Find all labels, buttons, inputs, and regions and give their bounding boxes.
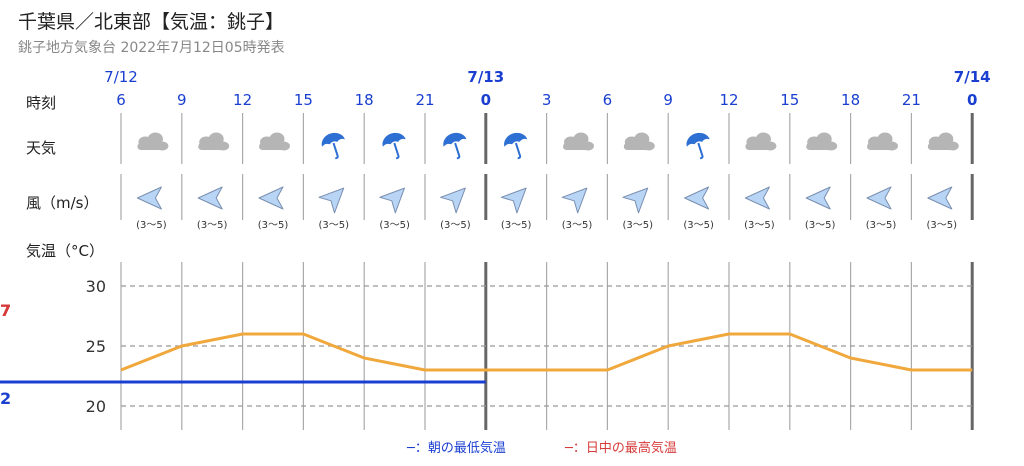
wind-speed-label: (3〜5) [440,220,471,231]
hour-label: 9 [663,91,673,109]
wind-arrow-icon [379,187,405,214]
hour-label: 9 [177,91,187,109]
hour-label: 0 [481,91,491,109]
cloud-icon [745,132,777,151]
wind-arrow-icon [258,186,284,210]
date-label: 7/13 [467,68,504,86]
hour-label: 12 [719,91,738,109]
wind-arrow-icon [318,187,345,214]
legend-min: ─：朝の最低気温 [407,441,506,456]
wind-speed-label: (3〜5) [379,220,410,231]
min-temp-bar-label: 22 [0,389,11,408]
cloud-icon [137,132,169,151]
row-label-time: 時刻 [26,94,57,112]
wind-speed-label: (3〜5) [258,220,289,231]
cloud-icon [623,132,655,151]
cloud-icon [259,132,290,151]
hour-label: 0 [967,91,977,109]
hour-label: 15 [780,91,799,109]
hour-label: 15 [294,91,313,109]
wind-speed-label: (3〜5) [501,220,532,231]
wind-arrow-icon [622,187,649,214]
umbrella-icon [504,132,528,160]
page-subtitle: 銚子地方気象台 2022年7月12日05時発表 [18,40,285,56]
wind-speed-label: (3〜5) [805,220,836,231]
hour-label: 6 [116,91,126,109]
max-temp-bar-label: 27 [0,301,11,320]
y-tick-label: 25 [86,337,106,356]
cloud-icon [867,132,898,151]
row-label-weather: 天気 [26,139,57,157]
wind-arrow-icon [744,186,770,210]
umbrella-icon [686,132,710,160]
wind-speed-label: (3〜5) [562,220,593,231]
wind-speed-label: (3〜5) [197,220,228,231]
cloud-icon [563,132,594,151]
wind-speed-label: (3〜5) [927,220,958,231]
hour-label: 21 [902,91,921,109]
wind-arrow-icon [136,186,162,210]
wind-speed-label: (3〜5) [683,220,714,231]
page-title: 千葉県／北東部【気温：銚子】 [18,11,285,33]
date-label: 7/12 [104,68,138,86]
wind-arrow-icon [866,186,892,210]
wind-speed-label: (3〜5) [866,220,897,231]
umbrella-icon [321,132,345,160]
hour-label: 18 [841,91,860,109]
cloud-icon [198,132,230,151]
wind-speed-label: (3〜5) [623,220,654,231]
wind-arrow-icon [927,186,953,210]
hour-label: 6 [603,91,613,109]
wind-arrow-icon [197,186,223,210]
hour-label: 18 [355,91,374,109]
y-tick-label: 20 [86,397,106,416]
wind-arrow-icon [500,187,527,214]
wind-speed-label: (3〜5) [136,220,167,231]
umbrella-icon [443,132,467,160]
wind-arrow-icon [684,186,710,210]
wind-arrow-icon [561,187,588,214]
wind-speed-label: (3〜5) [744,220,775,231]
wind-arrow-icon [805,186,831,210]
date-label: 7/14 [954,68,991,86]
wind-speed-label: (3〜5) [319,220,350,231]
hour-label: 12 [233,91,252,109]
cloud-icon [806,132,838,151]
umbrella-icon [382,132,406,160]
row-label-temp: 気温（°C） [26,242,104,260]
y-tick-label: 30 [86,277,106,296]
max-temp-bar-label: 27 [0,301,11,320]
hour-label: 3 [542,91,552,109]
legend-max: ─：日中の最高気温 [565,441,677,456]
hour-label: 21 [415,91,434,109]
row-label-wind: 風（m/s） [26,194,99,212]
cloud-icon [927,132,959,151]
wind-arrow-icon [440,187,466,214]
